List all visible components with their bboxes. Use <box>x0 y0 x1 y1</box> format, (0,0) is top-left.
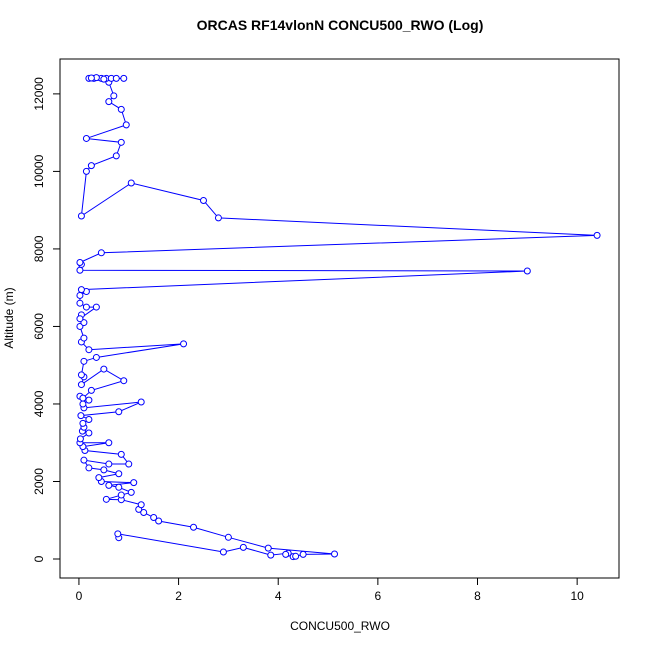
data-point <box>105 98 113 106</box>
data-point <box>299 550 307 558</box>
data-point <box>115 470 123 478</box>
data-point <box>85 464 93 472</box>
data-point <box>76 299 84 307</box>
data-point <box>190 523 198 531</box>
data-point <box>224 533 232 541</box>
x-tick-label: 10 <box>570 589 584 603</box>
data-point <box>76 291 84 299</box>
data-point <box>115 408 123 416</box>
data-point <box>117 105 125 113</box>
data-point <box>77 381 85 389</box>
data-point <box>127 179 135 187</box>
data-point <box>82 134 90 142</box>
data-point <box>137 398 145 406</box>
data-point <box>105 460 113 468</box>
data-point <box>214 214 222 222</box>
data-point <box>331 550 339 558</box>
data-point <box>150 514 158 522</box>
data-point <box>82 303 90 311</box>
data-point <box>87 162 95 170</box>
data-point <box>77 371 85 379</box>
data-point <box>85 429 93 437</box>
data-point <box>267 551 275 559</box>
data-point <box>219 548 227 556</box>
data-point <box>76 435 84 443</box>
data-point <box>100 466 108 474</box>
data-point <box>80 456 88 464</box>
data-point <box>87 74 95 82</box>
chart-title: ORCAS RF14vlonN CONCU500_RWO (Log) <box>197 17 484 33</box>
data-point <box>199 196 207 204</box>
data-point <box>117 138 125 146</box>
y-tick-label: 0 <box>32 555 46 562</box>
data-point <box>127 488 135 496</box>
data-point <box>87 386 95 394</box>
data-point <box>85 396 93 404</box>
y-tick-label: 6000 <box>32 313 46 340</box>
data-point <box>76 258 84 266</box>
data-point <box>292 552 300 560</box>
data-point <box>112 152 120 160</box>
data-point <box>140 508 148 516</box>
data-point <box>100 365 108 373</box>
plot-frame <box>59 58 620 579</box>
x-axis-label: CONCU500_RWO <box>290 619 390 633</box>
data-point <box>76 315 84 323</box>
data-point <box>105 439 113 447</box>
data-point <box>137 501 145 509</box>
data-point <box>92 353 100 361</box>
x-tick-label: 8 <box>474 589 481 603</box>
data-point <box>79 419 87 427</box>
data-point <box>95 474 103 482</box>
data-point <box>180 340 188 348</box>
data-point <box>122 121 130 129</box>
data-point <box>112 74 120 82</box>
data-point <box>114 530 122 538</box>
y-tick-label: 10000 <box>32 154 46 188</box>
data-point <box>77 212 85 220</box>
data-point <box>76 266 84 274</box>
data-point <box>80 357 88 365</box>
x-tick-label: 6 <box>375 589 382 603</box>
data-point <box>117 450 125 458</box>
data-point <box>79 394 87 402</box>
y-tick-label: 2000 <box>32 468 46 495</box>
x-tick-label: 0 <box>76 589 83 603</box>
data-point <box>85 415 93 423</box>
data-line <box>78 77 598 558</box>
data-point <box>115 483 123 491</box>
data-point <box>77 412 85 420</box>
data-point <box>125 460 133 468</box>
data-point <box>97 249 105 257</box>
y-axis-label: Altitude (m) <box>2 287 16 348</box>
data-point <box>110 92 118 100</box>
data-point <box>523 267 531 275</box>
data-point <box>102 495 110 503</box>
data-point <box>120 74 128 82</box>
data-point <box>79 400 87 408</box>
data-point <box>239 543 247 551</box>
data-point <box>117 491 125 499</box>
data-point <box>85 346 93 354</box>
data-point <box>77 286 85 294</box>
data-point <box>264 544 272 552</box>
data-point <box>155 517 163 525</box>
data-point <box>282 550 290 558</box>
y-tick-label: 12000 <box>32 77 46 111</box>
data-point <box>82 167 90 175</box>
x-tick-label: 4 <box>275 589 282 603</box>
data-point <box>593 231 601 239</box>
data-point <box>100 75 108 83</box>
data-point <box>80 334 88 342</box>
data-point <box>105 481 113 489</box>
data-point <box>120 377 128 385</box>
data-point <box>130 479 138 487</box>
data-point <box>92 303 100 311</box>
y-tick-label: 8000 <box>32 235 46 262</box>
y-tick-label: 4000 <box>32 390 46 417</box>
x-tick-label: 2 <box>175 589 182 603</box>
